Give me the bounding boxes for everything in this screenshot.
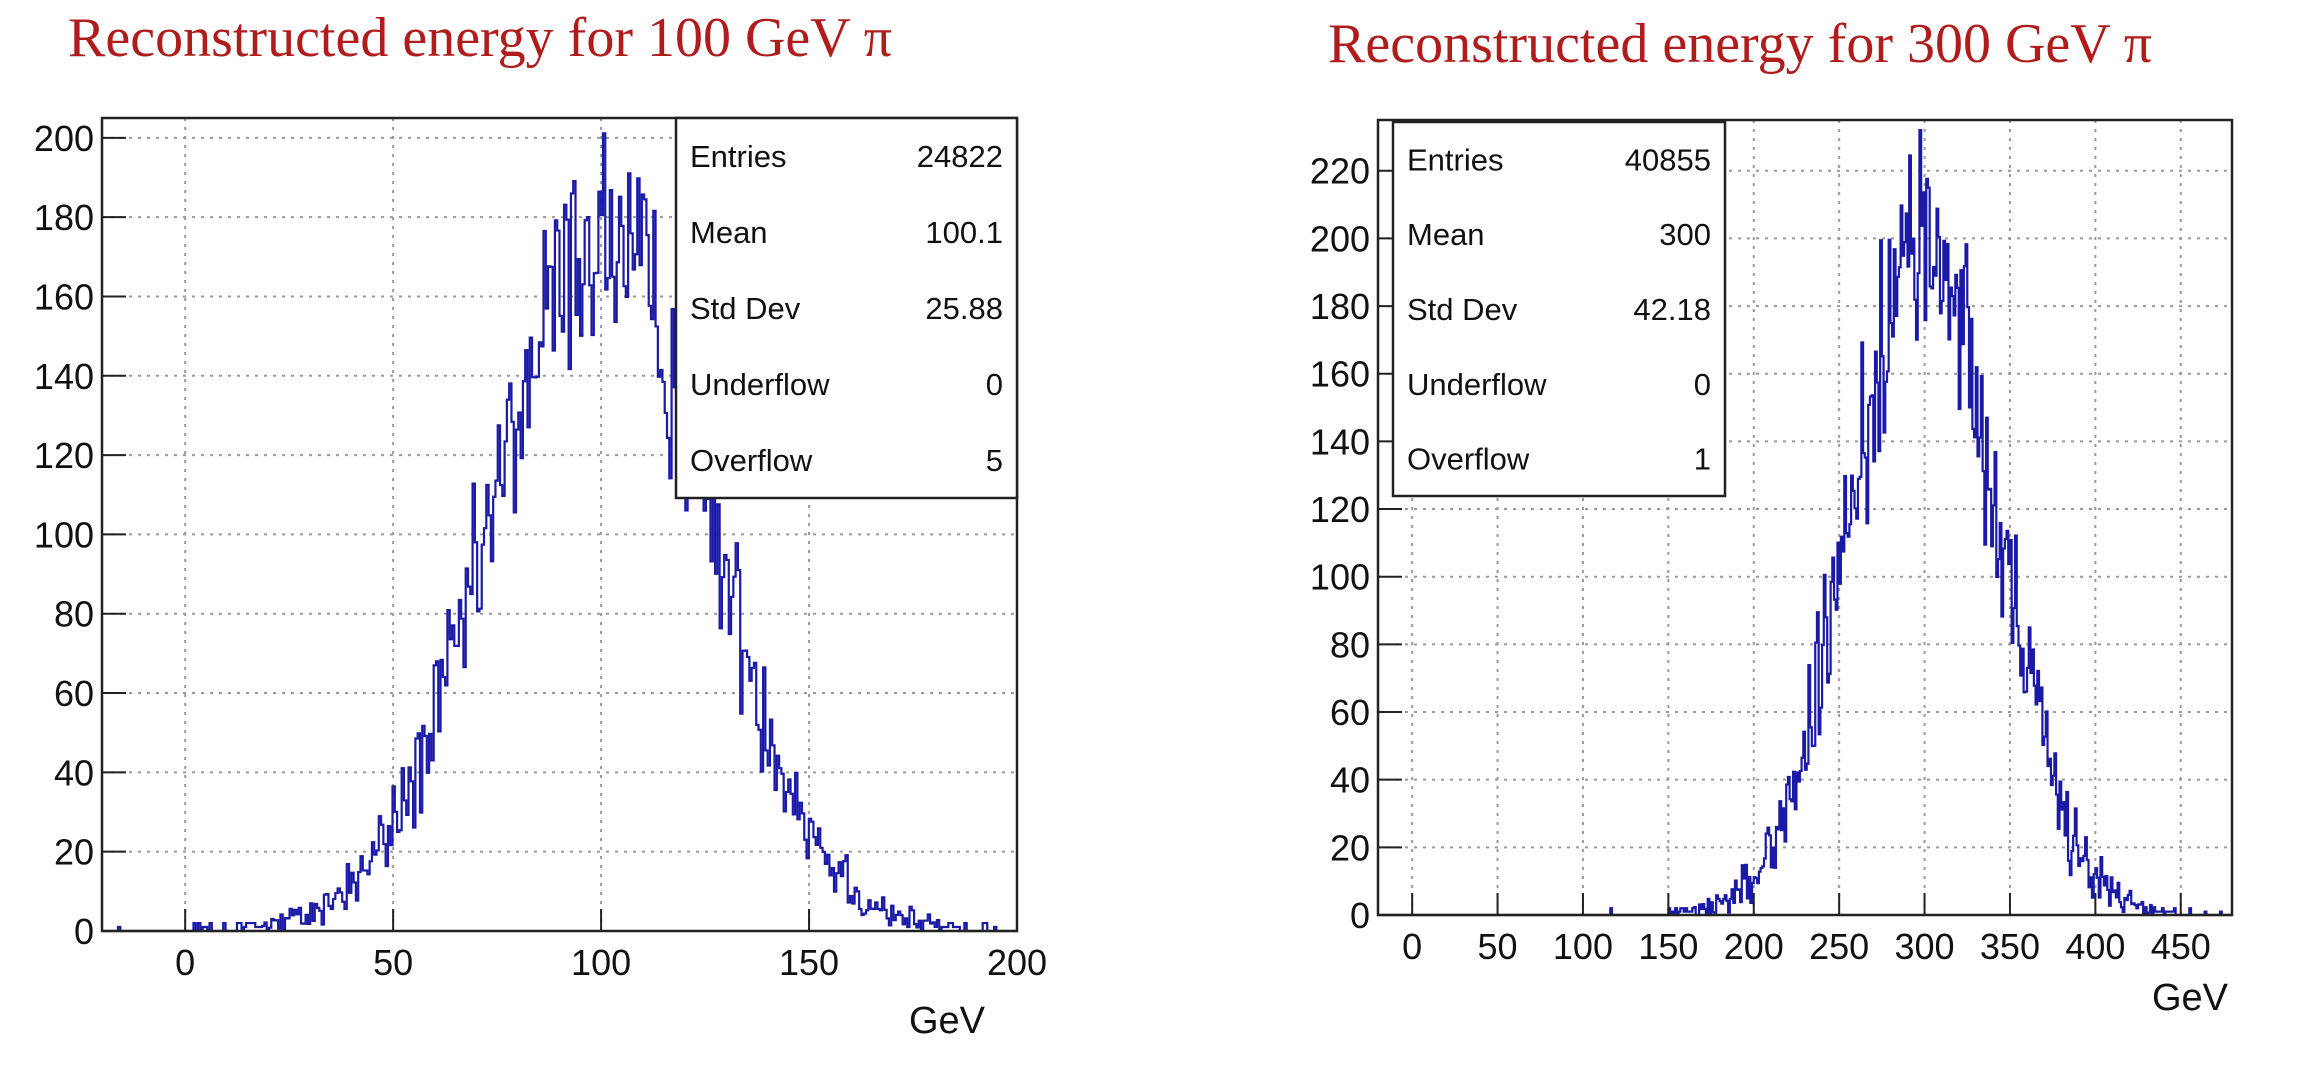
- stats-label: Overflow: [1407, 442, 1530, 477]
- histogram-chart-100gev: 0 50 100 150 200020406080100120140160180200G…: [34, 116, 1047, 1042]
- stats-value: 300: [1659, 217, 1711, 252]
- plot-frame: [1376, 118, 2234, 917]
- stats-label: Underflow: [690, 367, 830, 402]
- stats-value: 100.1: [925, 215, 1003, 250]
- stats-label: Std Dev: [1407, 292, 1518, 327]
- y-tick-label: 0: [74, 911, 94, 952]
- x-axis-label: GeV: [909, 1000, 986, 1042]
- chart-title-left: Reconstructed energy for 100 GeV π: [68, 7, 892, 69]
- x-tick-label: 450: [2151, 926, 2211, 967]
- stats-label: Mean: [1407, 217, 1485, 252]
- y-tick-label: 80: [54, 594, 94, 635]
- y-tick-label: 220: [1310, 151, 1370, 192]
- stats-value: 5: [986, 443, 1003, 478]
- stats-value: 0: [1694, 367, 1711, 402]
- x-tick-label: 50: [1478, 926, 1518, 967]
- y-tick-label: 60: [54, 673, 94, 714]
- x-tick-label: 150: [1638, 926, 1698, 967]
- y-tick-label: 180: [34, 197, 94, 238]
- stats-label: Entries: [690, 139, 786, 174]
- stats-value: 40855: [1625, 142, 1711, 177]
- x-tick-label: 250: [1809, 926, 1869, 967]
- x-tick-label: 100: [571, 942, 631, 983]
- x-tick-label: 0: [175, 942, 195, 983]
- stats-box: [674, 116, 1019, 500]
- x-tick-label: 100: [1553, 926, 1613, 967]
- y-tick-label: 80: [1330, 624, 1370, 665]
- y-tick-label: 180: [1310, 286, 1370, 327]
- stats-box: [1391, 120, 1727, 498]
- stats-value: 0: [986, 367, 1003, 402]
- y-tick-label: 100: [1310, 557, 1370, 598]
- y-tick-label: 200: [1310, 218, 1370, 259]
- stats-label: Entries: [1407, 142, 1503, 177]
- stats-value: 1: [1694, 442, 1711, 477]
- x-tick-label: 400: [2065, 926, 2125, 967]
- y-tick-label: 100: [34, 514, 94, 555]
- stats-label: Underflow: [1407, 367, 1547, 402]
- y-tick-label: 200: [34, 118, 94, 159]
- y-tick-label: 60: [1330, 692, 1370, 733]
- stats-label: Mean: [690, 215, 768, 250]
- y-tick-label: 120: [34, 435, 94, 476]
- y-tick-label: 140: [1310, 421, 1370, 462]
- stats-value: 25.88: [925, 291, 1003, 326]
- y-tick-label: 40: [1330, 760, 1370, 801]
- x-tick-label: 200: [1724, 926, 1784, 967]
- histogram-chart-300gev: 0 50 100 150 200 250 300 350 400 450 0 20 40 60 80 100 1…: [1310, 118, 2234, 1019]
- y-tick-label: 20: [54, 832, 94, 873]
- x-tick-label: 150: [779, 942, 839, 983]
- stats-value: 42.18: [1633, 292, 1711, 327]
- histogram-series: [102, 132, 1017, 933]
- x-tick-label: 200: [987, 942, 1047, 983]
- x-tick-label: 50: [373, 942, 413, 983]
- y-tick-label: 40: [54, 752, 94, 793]
- y-tick-label: 160: [34, 276, 94, 317]
- stats-label: Overflow: [690, 443, 813, 478]
- x-tick-label: 0: [1402, 926, 1422, 967]
- stats-value: 24822: [917, 139, 1003, 174]
- y-tick-label: 20: [1330, 827, 1370, 868]
- y-tick-label: 0: [1350, 895, 1370, 936]
- y-tick-label: 160: [1310, 354, 1370, 395]
- x-tick-label: 300: [1895, 926, 1955, 967]
- chart-title-right: Reconstructed energy for 300 GeV π: [1328, 13, 2152, 75]
- plot-frame: [100, 116, 1019, 933]
- y-tick-label: 140: [34, 356, 94, 397]
- x-axis-label: GeV: [2152, 977, 2229, 1019]
- x-tick-label: 350: [1980, 926, 2040, 967]
- stats-label: Std Dev: [690, 291, 801, 326]
- y-tick-label: 120: [1310, 489, 1370, 530]
